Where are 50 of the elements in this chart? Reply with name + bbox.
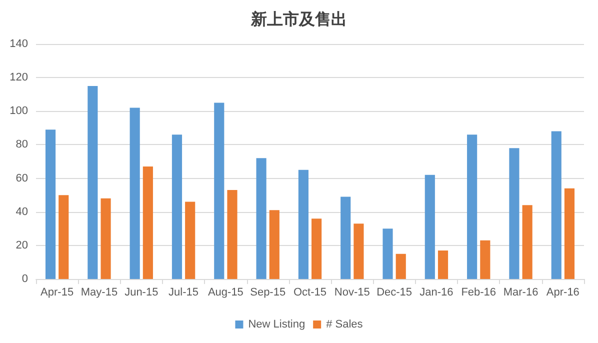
- bar: [88, 86, 98, 279]
- y-tick-label: 120: [10, 72, 28, 84]
- legend-label: New Listing: [248, 318, 306, 330]
- y-tick-label: 80: [16, 138, 28, 151]
- bar: [564, 188, 575, 279]
- bar: [58, 195, 69, 279]
- bar: [214, 102, 224, 279]
- bar: [551, 131, 562, 279]
- bar: [509, 148, 520, 279]
- bar: [269, 210, 280, 279]
- y-tick-label: 0: [22, 273, 28, 285]
- x-tick-label: Mar-16: [503, 286, 538, 298]
- x-tick-label: Jan-16: [420, 286, 454, 298]
- x-tick-label: Nov-15: [334, 286, 370, 298]
- bar: [396, 254, 406, 279]
- bar: [424, 174, 435, 279]
- bar: [185, 202, 196, 279]
- bar: [522, 205, 532, 279]
- bar: [172, 134, 182, 279]
- x-tick-label: Dec-15: [376, 286, 412, 298]
- y-tick-label: 100: [10, 105, 28, 118]
- bar: [142, 166, 153, 279]
- bar: [354, 224, 364, 279]
- legend-label: # Sales: [326, 318, 364, 330]
- bar: [480, 240, 490, 279]
- x-tick-label: Apr-16: [546, 286, 580, 298]
- chart-title: 新上市及售出: [250, 10, 347, 28]
- bar: [45, 130, 56, 279]
- bar: [340, 196, 351, 279]
- bar: [312, 218, 322, 279]
- bar: [298, 170, 308, 279]
- y-tick-label: 20: [16, 239, 28, 252]
- x-tick-label: Feb-16: [461, 286, 496, 298]
- bar: [382, 228, 393, 279]
- bar: [256, 158, 266, 279]
- bar: [227, 190, 238, 279]
- x-tick-label: Aug-15: [208, 286, 244, 298]
- bar: [130, 108, 140, 279]
- bar: [467, 134, 478, 279]
- x-tick-label: Sep-15: [250, 286, 286, 298]
- bar: [438, 250, 448, 279]
- x-tick-label: Apr-15: [40, 286, 74, 298]
- y-tick-label: 40: [16, 206, 28, 218]
- x-tick-label: Jul-15: [168, 286, 199, 298]
- x-tick-label: Jun-15: [124, 286, 158, 298]
- y-tick-label: 60: [16, 172, 28, 184]
- x-tick-label: May-15: [80, 286, 118, 298]
- bar: [100, 198, 111, 279]
- y-tick-label: 140: [10, 38, 28, 50]
- x-tick-label: Oct-15: [293, 286, 327, 298]
